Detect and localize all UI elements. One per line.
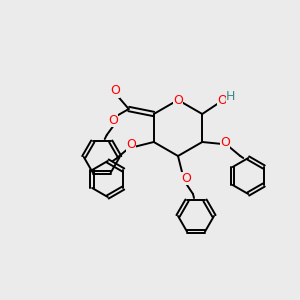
Text: O: O: [181, 172, 191, 184]
Text: O: O: [110, 85, 120, 98]
Text: O: O: [126, 139, 136, 152]
Text: O: O: [220, 136, 230, 148]
Text: H: H: [226, 89, 235, 103]
Text: O: O: [108, 113, 118, 127]
Text: O: O: [217, 94, 227, 107]
Text: O: O: [173, 94, 183, 106]
